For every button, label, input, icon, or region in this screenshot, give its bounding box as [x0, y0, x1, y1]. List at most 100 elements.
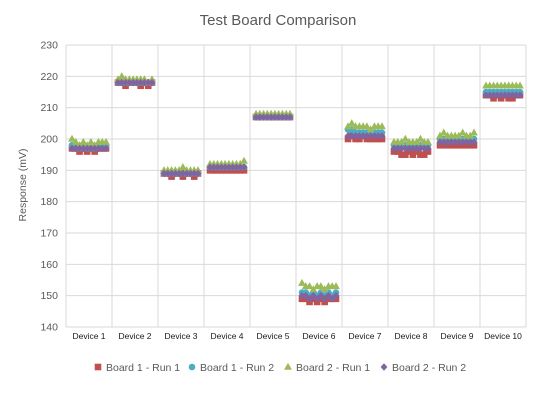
data-point — [114, 75, 122, 83]
data-point — [409, 151, 417, 158]
data-point — [178, 163, 187, 170]
legend-item: Board 1 - Run 2 — [188, 362, 274, 374]
data-point — [454, 131, 463, 139]
data-point — [501, 91, 509, 99]
data-point — [493, 91, 501, 99]
data-point — [470, 128, 478, 136]
data-point — [463, 138, 470, 146]
legend-label: Board 2 - Run 2 — [392, 362, 466, 374]
data-point — [279, 113, 286, 121]
data-point — [512, 91, 520, 99]
y-tick-label: 200 — [40, 134, 58, 146]
data-point — [206, 163, 214, 171]
data-point — [424, 137, 432, 145]
data-point — [175, 169, 183, 178]
data-point — [458, 128, 467, 136]
y-tick-label: 220 — [40, 71, 58, 83]
data-point — [394, 144, 402, 153]
data-point — [509, 91, 516, 99]
data-point — [160, 169, 168, 178]
data-point — [68, 144, 76, 153]
data-point — [236, 163, 244, 171]
data-point — [347, 119, 356, 127]
data-point — [366, 125, 375, 133]
data-point — [252, 113, 260, 121]
data-point — [217, 163, 225, 171]
x-category-label: Device 7 — [348, 331, 381, 341]
data-point — [117, 72, 126, 80]
data-point — [164, 169, 172, 178]
data-point — [412, 137, 421, 145]
data-point — [122, 78, 129, 87]
data-point — [90, 141, 99, 149]
y-tick-label: 230 — [40, 40, 58, 52]
data-point — [286, 113, 294, 121]
data-point — [137, 78, 145, 87]
data-point — [444, 138, 451, 146]
data-point — [378, 132, 386, 140]
data-point — [129, 78, 137, 87]
data-point — [148, 75, 156, 83]
data-point — [398, 144, 405, 153]
data-point — [363, 132, 371, 140]
data-point — [118, 78, 126, 87]
data-point — [316, 282, 325, 290]
legend-item: Board 2 - Run 1 — [284, 362, 370, 374]
data-point — [486, 91, 494, 99]
data-point — [371, 132, 378, 140]
data-point — [236, 159, 245, 167]
data-point — [497, 91, 505, 99]
data-point — [102, 137, 110, 145]
data-point — [305, 282, 314, 290]
legend-marker — [284, 362, 292, 370]
x-category-label: Device 10 — [484, 331, 522, 341]
data-point — [240, 156, 248, 164]
y-tick-label: 180 — [40, 196, 58, 208]
y-tick-label: 160 — [40, 259, 58, 271]
data-point — [505, 91, 513, 99]
data-point — [516, 81, 524, 89]
data-point — [309, 285, 318, 293]
data-point — [417, 151, 424, 158]
data-point — [286, 109, 294, 117]
y-tick-label: 140 — [40, 322, 58, 334]
y-tick-label: 210 — [40, 102, 58, 114]
data-point — [466, 138, 474, 146]
data-point — [210, 163, 218, 171]
x-category-label: Device 9 — [440, 331, 473, 341]
data-point — [332, 282, 340, 290]
data-point — [482, 91, 490, 99]
y-tick-label: 170 — [40, 228, 58, 240]
data-point — [459, 138, 467, 146]
legend: Board 1 - Run 1 Board 1 - Run 2 Board 2 - … — [94, 362, 466, 374]
data-point — [298, 291, 306, 300]
data-point — [140, 75, 149, 83]
data-point — [194, 166, 202, 174]
x-category-label: Device 5 — [256, 331, 289, 341]
data-points — [68, 72, 524, 306]
series-4 — [68, 78, 524, 303]
legend-marker — [188, 363, 196, 371]
data-point — [183, 169, 191, 178]
data-point — [68, 134, 76, 142]
data-point — [71, 137, 80, 145]
data-point — [328, 295, 336, 303]
x-category-label: Device 4 — [210, 331, 243, 341]
legend-marker — [94, 363, 102, 371]
series-3 — [68, 72, 524, 293]
data-point — [302, 291, 310, 300]
data-point — [516, 91, 524, 99]
chart-title: Test Board Comparison — [200, 12, 357, 29]
data-point — [141, 78, 148, 87]
y-axis-ticks: 140 150 160 170 180 190 200 210 220 230 — [40, 40, 58, 334]
legend-marker — [380, 363, 388, 371]
data-point — [416, 134, 425, 142]
data-point — [240, 163, 248, 171]
data-point — [440, 138, 448, 146]
data-point — [168, 169, 175, 178]
data-point — [455, 138, 463, 146]
data-point — [332, 291, 340, 300]
data-point — [367, 132, 375, 140]
data-point — [256, 113, 264, 121]
